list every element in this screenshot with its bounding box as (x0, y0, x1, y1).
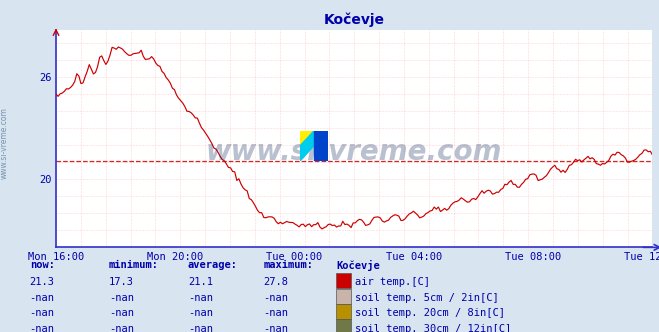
Text: www.si-vreme.com: www.si-vreme.com (0, 107, 9, 179)
Text: average:: average: (188, 260, 238, 270)
Text: 21.3: 21.3 (30, 277, 55, 287)
Polygon shape (314, 131, 328, 161)
Text: -nan: -nan (109, 323, 134, 332)
Text: soil temp. 5cm / 2in[C]: soil temp. 5cm / 2in[C] (355, 293, 498, 303)
Text: -nan: -nan (30, 293, 55, 303)
Bar (336, 273, 351, 288)
Text: minimum:: minimum: (109, 260, 159, 270)
Text: maximum:: maximum: (264, 260, 314, 270)
Text: -nan: -nan (264, 293, 289, 303)
Text: -nan: -nan (188, 308, 213, 318)
Text: 17.3: 17.3 (109, 277, 134, 287)
Text: -nan: -nan (188, 323, 213, 332)
Text: -nan: -nan (109, 293, 134, 303)
Text: now:: now: (30, 260, 55, 270)
Bar (336, 319, 351, 332)
Title: Kočevje: Kočevje (324, 13, 385, 27)
Text: -nan: -nan (109, 308, 134, 318)
Text: -nan: -nan (30, 308, 55, 318)
Text: soil temp. 20cm / 8in[C]: soil temp. 20cm / 8in[C] (355, 308, 505, 318)
Text: soil temp. 30cm / 12in[C]: soil temp. 30cm / 12in[C] (355, 323, 511, 332)
Text: Kočevje: Kočevje (336, 260, 380, 271)
Text: -nan: -nan (30, 323, 55, 332)
Polygon shape (300, 131, 314, 161)
Text: 27.8: 27.8 (264, 277, 289, 287)
Text: www.si-vreme.com: www.si-vreme.com (206, 138, 502, 166)
Text: -nan: -nan (264, 308, 289, 318)
Text: 21.1: 21.1 (188, 277, 213, 287)
Text: -nan: -nan (188, 293, 213, 303)
Text: -nan: -nan (264, 323, 289, 332)
Text: air temp.[C]: air temp.[C] (355, 277, 430, 287)
Polygon shape (300, 131, 314, 146)
Bar (336, 304, 351, 319)
Bar (336, 289, 351, 304)
